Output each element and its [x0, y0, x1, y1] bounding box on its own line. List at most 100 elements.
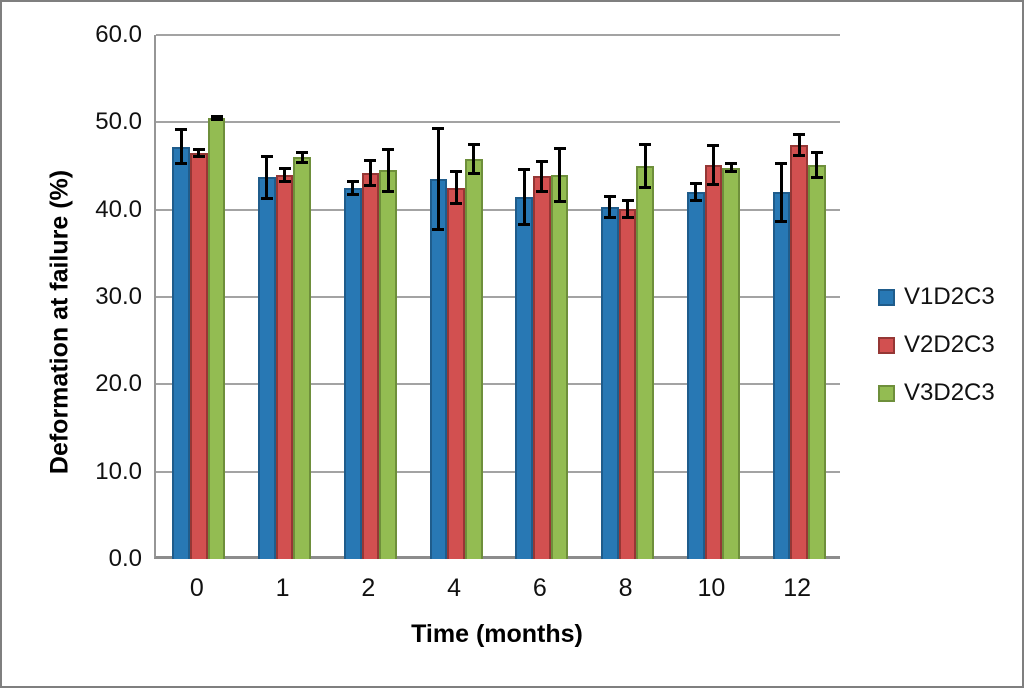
error-bar-cap-top	[467, 143, 480, 147]
gridline	[156, 383, 840, 386]
bar-V3D2C3-month-1	[293, 157, 312, 559]
y-tick-label: 20.0	[95, 370, 142, 398]
legend-swatch-icon	[878, 384, 895, 402]
error-bar	[626, 200, 630, 218]
error-bar-cap-bottom	[432, 227, 445, 231]
error-bar	[522, 168, 526, 225]
error-bar-cap-bottom	[689, 198, 702, 202]
bar-V2D2C3-month-1	[275, 174, 294, 559]
error-bar-cap-top	[346, 179, 359, 183]
bar-V2D2C3-month-12	[790, 145, 808, 559]
error-bar	[815, 152, 819, 179]
y-tick-label: 50.0	[95, 108, 142, 136]
y-tick-label: 40.0	[95, 195, 142, 223]
bar-V1D2C3-month-6	[515, 196, 533, 559]
error-bar-cap-bottom	[296, 160, 309, 164]
error-bar	[197, 148, 201, 158]
bar-V1D2C3-month-2	[343, 187, 362, 559]
y-tick-label: 10.0	[95, 457, 142, 485]
error-bar-cap-top	[793, 132, 806, 136]
error-bar-cap-bottom	[707, 183, 720, 187]
bar-V2D2C3-month-2	[361, 172, 380, 559]
error-bar	[729, 163, 733, 173]
error-bar-cap-bottom	[603, 216, 616, 220]
error-bar-cap-top	[260, 154, 273, 158]
error-bar-cap-top	[725, 162, 738, 166]
error-bar-cap-top	[639, 143, 652, 147]
error-bar-cap-bottom	[518, 222, 531, 226]
error-bar	[386, 148, 390, 193]
bar-V3D2C3-month-6	[550, 174, 569, 559]
error-bar-cap-bottom	[260, 197, 273, 201]
error-bar-cap-top	[432, 127, 445, 131]
error-bar	[711, 145, 715, 186]
bar-V1D2C3-month-0	[172, 146, 190, 559]
bar-V1D2C3-month-1	[258, 177, 276, 559]
error-bar	[351, 180, 355, 195]
error-bar	[265, 155, 269, 200]
bar-V3D2C3-month-4	[464, 159, 483, 559]
bar-V1D2C3-month-8	[601, 207, 619, 559]
error-bar	[436, 128, 440, 230]
bar-V3D2C3-month-12	[807, 165, 826, 559]
error-bar-cap-bottom	[775, 219, 788, 223]
error-bar-cap-top	[210, 115, 223, 119]
error-bar-cap-bottom	[639, 185, 652, 189]
error-bar-cap-top	[364, 158, 377, 162]
legend-label: V2D2C3	[904, 331, 995, 358]
x-tick-label: 10	[697, 574, 726, 602]
error-bar-cap-bottom	[535, 190, 548, 194]
gridline	[156, 34, 840, 36]
error-bar	[368, 159, 372, 187]
error-bar	[694, 183, 698, 201]
error-bar	[283, 167, 287, 182]
error-bar-cap-bottom	[364, 184, 377, 188]
error-bar-cap-bottom	[192, 155, 205, 159]
bar-V2D2C3-month-10	[704, 165, 723, 559]
legend-item-V1D2C3: V1D2C3	[878, 283, 995, 310]
error-bar-cap-bottom	[467, 171, 480, 175]
bar-V2D2C3-month-4	[447, 187, 465, 559]
error-bar	[454, 171, 458, 205]
error-bar	[779, 162, 783, 222]
error-bar-cap-top	[278, 166, 291, 170]
error-bar-cap-top	[518, 167, 531, 171]
x-axis-title: Time (months)	[411, 620, 583, 648]
error-bar-cap-top	[382, 147, 395, 151]
error-bar-cap-bottom	[346, 192, 359, 196]
gridline	[156, 208, 840, 211]
plot-area	[154, 34, 840, 559]
error-bar-cap-top	[192, 147, 205, 151]
x-tick-label: 8	[618, 574, 633, 602]
error-bar	[300, 152, 304, 163]
error-bar-cap-top	[535, 159, 548, 163]
bar-V1D2C3-month-12	[772, 192, 791, 559]
error-bar	[558, 147, 562, 202]
error-bar	[797, 133, 801, 157]
y-tick-label: 0.0	[108, 545, 142, 572]
error-bar-cap-top	[775, 161, 788, 165]
error-bar-cap-bottom	[621, 215, 634, 219]
error-bar-cap-top	[621, 199, 634, 203]
gridline	[156, 296, 840, 298]
x-tick-label: 12	[783, 574, 812, 602]
error-bar-cap-bottom	[450, 202, 463, 206]
bar-V2D2C3-month-6	[533, 176, 551, 559]
error-bar-cap-bottom	[175, 162, 188, 166]
error-bar	[540, 160, 544, 193]
bar-V1D2C3-month-10	[686, 192, 705, 559]
error-bar-cap-top	[707, 144, 720, 148]
error-bar-cap-top	[296, 151, 309, 155]
legend-item-V3D2C3: V3D2C3	[878, 379, 995, 406]
error-bar-cap-bottom	[725, 170, 738, 174]
error-bar-cap-top	[689, 182, 702, 186]
legend-swatch-icon	[878, 288, 895, 306]
x-tick-label: 0	[189, 574, 204, 602]
error-bar-cap-top	[553, 146, 566, 150]
bar-V3D2C3-month-0	[207, 117, 226, 559]
bar-V2D2C3-month-0	[190, 152, 208, 559]
bar-V2D2C3-month-8	[618, 208, 637, 559]
error-bar	[643, 144, 647, 188]
error-bar-cap-bottom	[553, 199, 566, 203]
